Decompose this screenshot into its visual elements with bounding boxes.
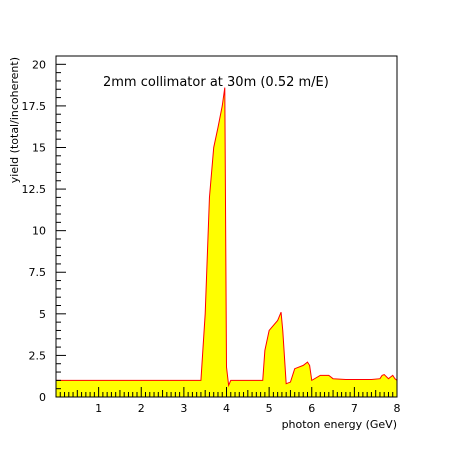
y-tick-label: 17.5 — [22, 100, 47, 113]
y-tick-label: 0 — [39, 391, 46, 404]
x-tick-label: 5 — [266, 402, 273, 415]
y-tick-label: 20 — [32, 58, 46, 71]
x-tick-label: 2 — [138, 402, 145, 415]
y-tick-label: 5 — [39, 308, 46, 321]
chart-title: 2mm collimator at 30m (0.52 m/E) — [103, 75, 329, 90]
x-tick-label: 6 — [308, 402, 315, 415]
y-tick-label: 7.5 — [29, 266, 47, 279]
y-tick-label: 10 — [32, 225, 46, 238]
y-axis-label: yield (total/incoherent) — [8, 57, 21, 183]
y-tick-label: 2.5 — [29, 349, 47, 362]
y-tick-label: 15 — [32, 141, 46, 154]
x-tick-label: 3 — [180, 402, 187, 415]
y-tick-label: 12.5 — [22, 183, 47, 196]
plot-area — [55, 55, 398, 398]
x-axis-label: photon energy (GeV) — [282, 418, 397, 431]
x-tick-label: 4 — [223, 402, 230, 415]
x-tick-label: 8 — [394, 402, 401, 415]
x-axis: 1 2 3 4 5 6 7 8 — [55, 387, 401, 415]
x-tick-label: 1 — [95, 402, 102, 415]
y-axis: 0 2.5 5 7.5 10 12.5 15 17.5 20 — [22, 55, 66, 404]
x-tick-label: 7 — [351, 402, 358, 415]
series-line-0 — [56, 87, 398, 388]
